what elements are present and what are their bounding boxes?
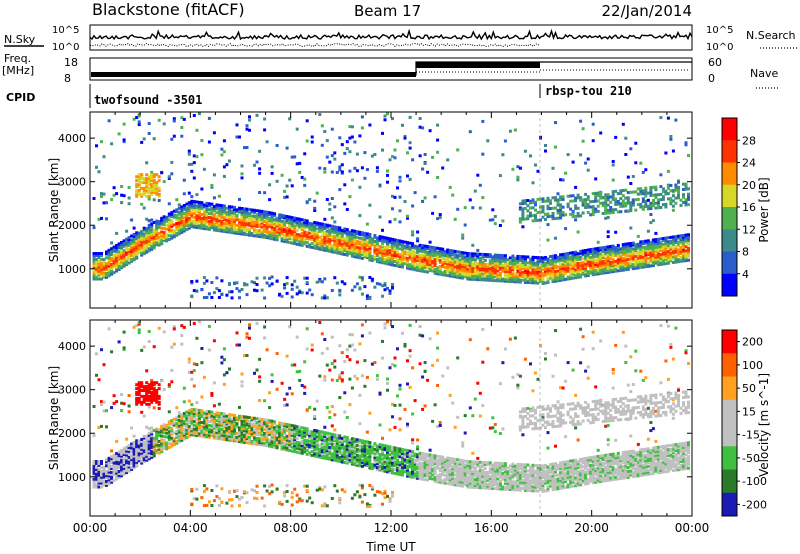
noise-tick-bottom-left: 10^0 [52, 42, 79, 53]
colorbar-tick-label: -100 [742, 475, 767, 488]
xtick-label-1: 04:00 [173, 521, 208, 535]
velocity-panel: 1000 2000 3000 4000 00:00 04:00 08:00 12:00 16:… [58, 319, 710, 535]
velocity-colorbar: 200 100 50 15 -15 -50 -100 -200 [721, 329, 767, 517]
colorbar-swatch [722, 376, 737, 401]
xtick-label-6: 00:00 [675, 521, 710, 535]
colorbar-swatch [722, 162, 737, 186]
nave-tick-top: 60 [708, 56, 722, 69]
nsky-label: N.Sky [4, 33, 36, 46]
colorbar-swatch [722, 184, 737, 208]
freq-label: Freq. [4, 52, 31, 65]
colorbar-swatch [722, 399, 737, 424]
colorbar-swatch [722, 492, 737, 517]
noise-tick-bottom-right: 10^0 [706, 42, 733, 53]
station-title: Blackstone (fitACF) [92, 0, 245, 19]
colorbar-tick-label: -50 [742, 452, 760, 465]
colorbar-tick-label: 24 [742, 157, 756, 170]
power-colorbar: 4 8 12 16 20 24 28 [721, 117, 756, 297]
nave-tick-bottom: 0 [708, 72, 715, 85]
colorbar-swatch [722, 446, 737, 470]
colorbar-tick-label: 50 [742, 382, 756, 395]
colorbar-swatch [722, 353, 737, 377]
colorbar-tick-label: -200 [742, 498, 767, 511]
colorbar-swatch [722, 118, 737, 141]
nave-label: Nave [750, 67, 778, 80]
colorbar-swatch [722, 273, 737, 297]
colorbar-tick-label: 28 [742, 134, 756, 147]
xtick-label-0: 00:00 [73, 521, 108, 535]
cpid-segment-2: rbsp-tou 210 [545, 84, 632, 98]
date-title: 22/Jan/2014 [602, 2, 693, 20]
nave-bar-1 [91, 72, 416, 77]
velocity-echoes [92, 320, 690, 508]
cpid-segment-1: twofsound -3501 [94, 93, 202, 107]
xtick-label-4: 16:00 [474, 521, 509, 535]
xtick-label-5: 20:00 [574, 521, 609, 535]
nsky-trace [89, 28, 693, 41]
ytick-label-0-3: 4000 [58, 132, 86, 145]
freq-tick-bottom: 8 [64, 72, 71, 85]
colorbar-tick-label: 200 [742, 336, 763, 349]
colorbar-swatch [722, 251, 737, 275]
time-xlabel: Time UT [365, 540, 416, 554]
colorbar-swatch [722, 229, 737, 252]
colorbar-tick-label: 8 [742, 246, 749, 259]
colorbar-tick-label: 100 [742, 359, 763, 372]
power-echoes [92, 112, 690, 300]
ytick-label-0-1: 2000 [58, 219, 86, 232]
colorbar-tick-label: 12 [742, 223, 756, 236]
colorbar-tick-label: 20 [742, 179, 756, 192]
colorbar-tick-label: -15 [742, 429, 760, 442]
colorbar-swatch [722, 423, 737, 447]
cpid-label: CPID [6, 91, 35, 104]
power-colorbar-label: Power [dB] [757, 177, 771, 242]
noise-tick-top-right: 10^5 [706, 25, 733, 36]
colorbar-tick-label: 15 [742, 405, 756, 418]
colorbar-swatch [722, 207, 737, 230]
colorbar-swatch [722, 140, 737, 163]
nave-bar-2 [416, 62, 540, 68]
colorbar-tick-label: 4 [742, 268, 749, 281]
freq-tick-top: 18 [64, 56, 78, 69]
xtick-label-2: 08:00 [273, 521, 308, 535]
xtick-label-3: 12:00 [374, 521, 409, 535]
colorbar-swatch [722, 330, 737, 354]
ytick-label-1-0: 1000 [58, 471, 86, 484]
power-ylabel: Slant Range [km] [47, 158, 61, 262]
noise-panel [89, 24, 693, 51]
velocity-ylabel: Slant Range [km] [47, 366, 61, 470]
ytick-label-1-3: 4000 [58, 340, 86, 353]
noise-tick-top-left: 10^5 [52, 25, 79, 36]
power-panel: 1000 2000 3000 4000 [58, 111, 693, 309]
colorbar-tick-label: 16 [742, 201, 756, 214]
ytick-label-0-2: 3000 [58, 176, 86, 189]
ytick-label-0-0: 1000 [58, 263, 86, 276]
ytick-label-1-1: 2000 [58, 427, 86, 440]
nsearch-label: N.Search [746, 29, 796, 42]
ytick-label-1-2: 3000 [58, 384, 86, 397]
velocity-colorbar-label: Velocity [m s^-1] [757, 373, 771, 477]
beam-title: Beam 17 [354, 2, 421, 20]
colorbar-swatch [722, 469, 737, 494]
freq-unit: [MHz] [2, 64, 34, 77]
freq-panel [89, 57, 693, 81]
